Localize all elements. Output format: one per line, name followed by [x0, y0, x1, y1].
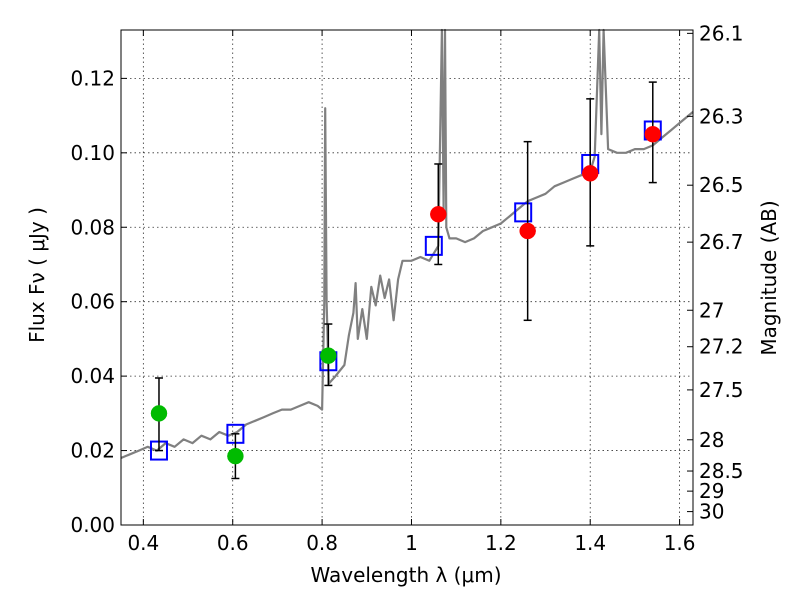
model-photometry-square	[424, 235, 443, 256]
x-axis-label: Wavelength λ (μm)	[310, 563, 501, 587]
y2-tick-label: 26.1	[699, 21, 744, 45]
plot-frame	[120, 29, 694, 526]
spectrum-line	[120, 28, 694, 460]
y2-tick-label: 28	[699, 428, 724, 452]
y2-tick-label: 29	[699, 479, 724, 503]
marker-layer	[149, 81, 662, 480]
x-tick-label: 1.2	[485, 531, 517, 555]
y2-tick-label: 30	[699, 500, 724, 524]
tick-layer: 0.4 0.6 0.8 1 1.2 1.4 1.6 0.00 0.02 0.04 0.06 0.08 0…	[70, 21, 743, 555]
y2-tick-label: 27.2	[699, 335, 744, 359]
x-tick-label: 0.4	[127, 531, 159, 555]
y2-tick-label: 27	[699, 298, 724, 322]
photometry-point	[150, 405, 168, 422]
y-tick-label: 0.10	[70, 141, 115, 165]
y2-tick-label: 26.7	[699, 230, 744, 254]
photometry-point	[430, 205, 447, 223]
photometry-point	[320, 347, 337, 364]
photometry-point	[581, 165, 599, 182]
x-tick-label: 0.8	[306, 531, 338, 555]
model-photometry-square	[514, 202, 533, 223]
x-tick-label: 1	[405, 531, 418, 555]
y-tick-label: 0.06	[70, 290, 115, 314]
photometry-point	[644, 125, 662, 143]
photometry-point	[519, 222, 536, 240]
y-axis-label: Flux Fν ( μJy )	[25, 207, 49, 343]
x-tick-label: 0.6	[217, 531, 249, 555]
y-tick-label: 0.04	[70, 364, 115, 388]
y2-tick-label: 27.5	[699, 378, 744, 402]
y2-tick-label: 26.3	[699, 104, 744, 128]
x-tick-label: 1.4	[574, 531, 606, 555]
spectrum-layer	[120, 28, 694, 460]
y2-tick-label: 28.5	[699, 459, 744, 483]
x-tick-label: 1.6	[664, 531, 696, 555]
y-tick-label: 0.12	[70, 66, 115, 90]
y-tick-label: 0.02	[70, 439, 115, 463]
y-tick-label: 0.00	[70, 513, 115, 537]
gridlines	[121, 30, 693, 526]
photometry-point	[227, 447, 244, 465]
y2-axis-label: Magnitude (AB)	[757, 200, 781, 355]
y2-tick-label: 26.5	[699, 173, 744, 197]
y-tick-label: 0.08	[70, 215, 115, 239]
